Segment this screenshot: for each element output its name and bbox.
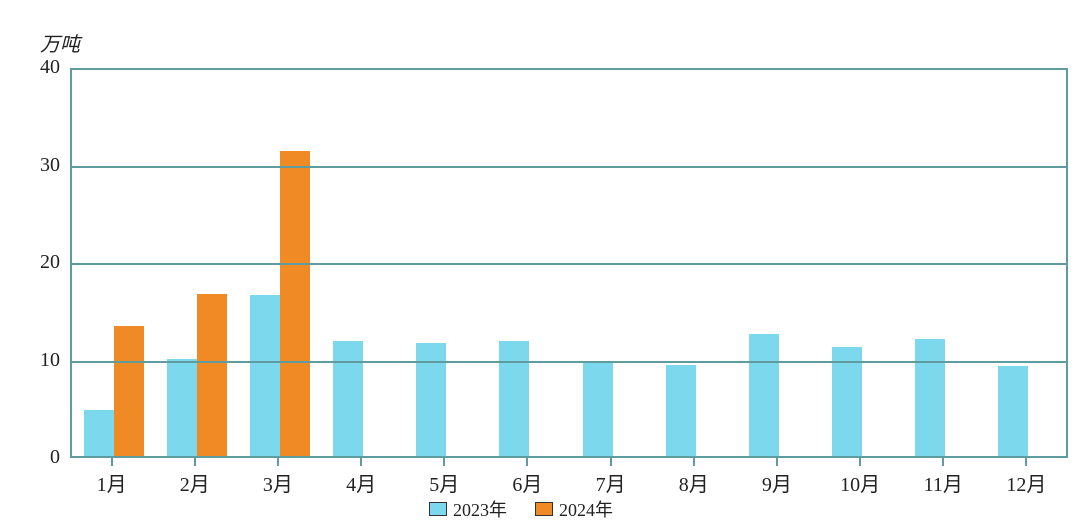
bar [915, 339, 945, 456]
y-tick-label: 10 [0, 349, 60, 372]
bar [749, 334, 779, 456]
bar [832, 347, 862, 456]
x-tick-label: 9月 [762, 468, 792, 497]
x-tick [693, 458, 695, 466]
bar [250, 295, 280, 456]
legend-swatch [429, 502, 447, 516]
x-tick-label: 8月 [679, 468, 709, 497]
x-tick [1025, 458, 1027, 466]
x-tick-label: 2月 [180, 468, 210, 497]
x-tick [194, 458, 196, 466]
y-tick-label: 40 [0, 56, 60, 79]
legend-label: 2023年 [453, 496, 507, 522]
x-tick [859, 458, 861, 466]
x-tick-label: 5月 [429, 468, 459, 497]
bar [333, 341, 363, 456]
bar [583, 363, 613, 456]
bar [167, 359, 197, 457]
y-axis-title: 万吨 [40, 28, 80, 57]
gridline [70, 263, 1068, 265]
bar [998, 366, 1028, 456]
y-tick-label: 20 [0, 251, 60, 274]
x-tick [526, 458, 528, 466]
x-tick-label: 10月 [840, 468, 880, 497]
x-tick [111, 458, 113, 466]
x-tick-label: 4月 [346, 468, 376, 497]
x-tick-label: 6月 [512, 468, 542, 497]
bar [666, 365, 696, 456]
legend-item: 2023年 [429, 496, 507, 522]
bar [114, 326, 144, 456]
bar [499, 341, 529, 456]
bar [280, 151, 310, 456]
x-tick [776, 458, 778, 466]
x-tick [443, 458, 445, 466]
legend-swatch [535, 502, 553, 516]
x-tick-label: 12月 [1006, 468, 1046, 497]
x-tick-label: 7月 [596, 468, 626, 497]
x-tick-label: 3月 [263, 468, 293, 497]
legend: 2023年 2024年 [429, 496, 613, 522]
x-tick [360, 458, 362, 466]
legend-label: 2024年 [559, 496, 613, 522]
bar [197, 294, 227, 456]
gridline [70, 361, 1068, 363]
x-tick [610, 458, 612, 466]
gridline [70, 166, 1068, 168]
x-tick-label: 1月 [97, 468, 127, 497]
x-tick-label: 11月 [924, 468, 963, 497]
y-tick-label: 0 [0, 446, 60, 469]
monthly-bar-chart: 万吨 2023年 2024年 0 10 20 30 40 1月 2月 3月 4月 5月 6月 7月 8月 9… [0, 0, 1091, 527]
legend-item: 2024年 [535, 496, 613, 522]
bar [84, 410, 114, 456]
y-tick-label: 30 [0, 154, 60, 177]
x-tick [277, 458, 279, 466]
x-tick [942, 458, 944, 466]
